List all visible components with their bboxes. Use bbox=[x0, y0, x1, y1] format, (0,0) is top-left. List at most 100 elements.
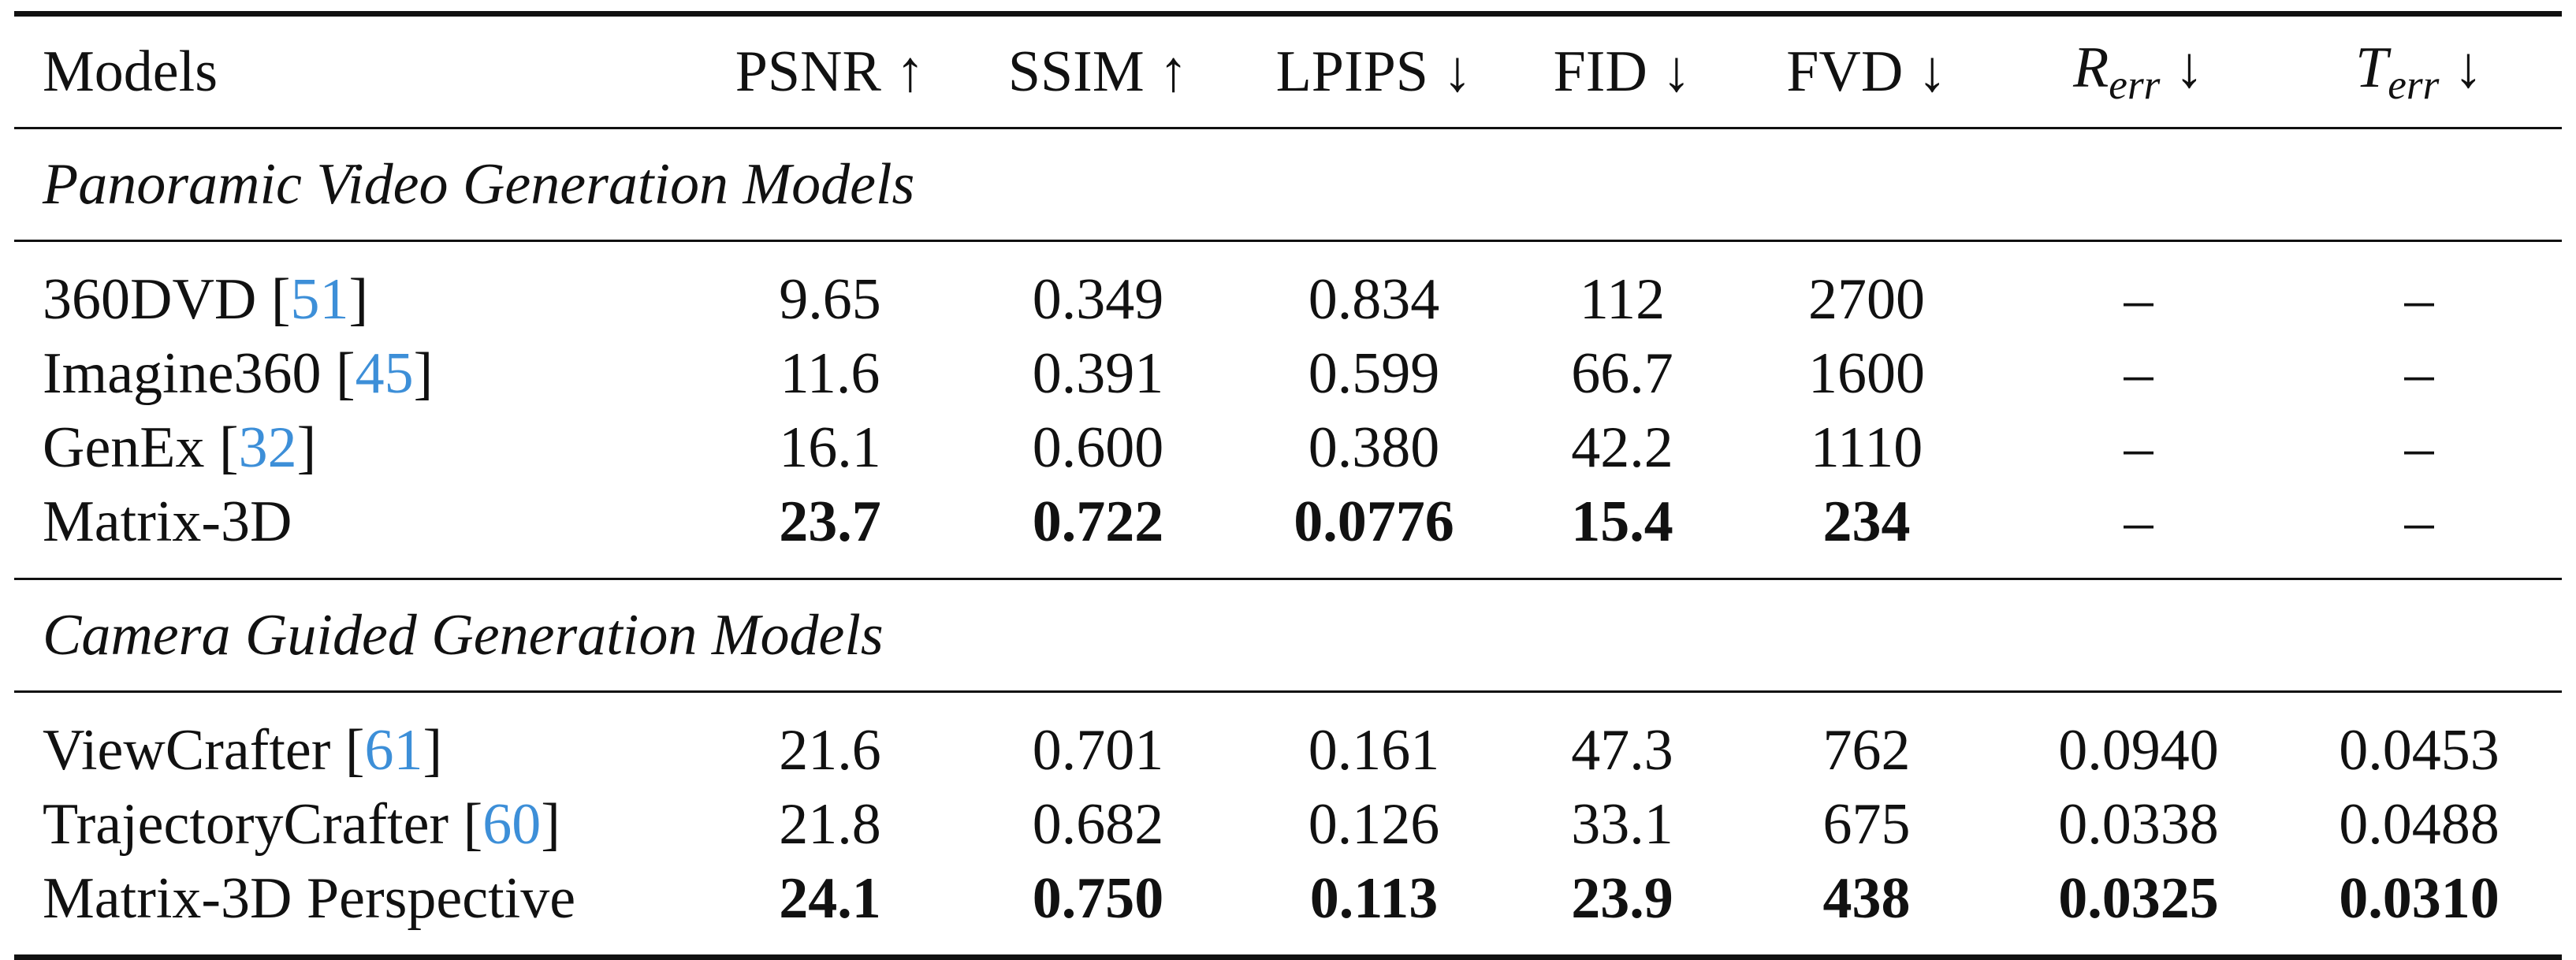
citation-link[interactable]: 32 bbox=[238, 415, 297, 480]
model-name: 360DVD bbox=[43, 266, 257, 332]
ssim-cell: 0.701 bbox=[1032, 717, 1164, 783]
group-label: Panoramic Video Generation Models bbox=[43, 151, 915, 217]
lpips-cell: 0.599 bbox=[1308, 340, 1440, 406]
psnr-cell: 21.6 bbox=[779, 717, 881, 783]
header-fid: FID ↓ bbox=[1553, 39, 1692, 104]
rerr-cell: 0.0940 bbox=[2058, 717, 2219, 783]
group-label: Camera Guided Generation Models bbox=[43, 602, 884, 668]
header-rule bbox=[14, 127, 2562, 129]
group-heading: Camera Guided Generation Models bbox=[14, 580, 2562, 690]
lpips-cell: 0.380 bbox=[1308, 415, 1440, 480]
rerr-cell: 0.0338 bbox=[2058, 791, 2219, 857]
fvd-cell: 1600 bbox=[1808, 340, 1925, 406]
header-terr: Terr ↓ bbox=[2276, 35, 2562, 109]
terr-cell: – bbox=[2404, 489, 2434, 554]
fid-cell: 42.2 bbox=[1571, 415, 1673, 480]
rerr-cell-best: 0.0325 bbox=[2058, 865, 2219, 931]
rerr-arrow: ↓ bbox=[2174, 35, 2204, 101]
model-cell: TrajectoryCrafter [60] bbox=[43, 791, 560, 857]
terr-arrow: ↓ bbox=[2453, 35, 2483, 101]
model-name: Matrix-3D bbox=[43, 489, 292, 554]
section-rule bbox=[14, 578, 2562, 580]
rerr-cell: – bbox=[2124, 415, 2153, 480]
model-cell: Imagine360 [45] bbox=[43, 340, 434, 406]
model-cell: 360DVD [51] bbox=[43, 266, 369, 332]
citation-link[interactable]: 61 bbox=[364, 717, 423, 783]
terr-base: T bbox=[2355, 35, 2388, 101]
terr-cell: – bbox=[2404, 266, 2434, 332]
model-name: GenEx bbox=[43, 415, 205, 480]
citation-link[interactable]: 60 bbox=[482, 791, 542, 857]
rerr-symbol: Rerr bbox=[2073, 35, 2160, 108]
header-fvd: FVD ↓ bbox=[1786, 39, 1947, 104]
bottom-rule bbox=[14, 954, 2562, 960]
header-row: Models PSNR ↑ SSIM ↑ LPIPS ↓ FID ↓ FVD ↓… bbox=[14, 17, 2562, 127]
psnr-cell: 16.1 bbox=[779, 415, 881, 480]
header-psnr: PSNR ↑ bbox=[735, 39, 925, 104]
rerr-cell: – bbox=[2124, 489, 2153, 554]
group-rule bbox=[14, 240, 2562, 242]
results-table: Models PSNR ↑ SSIM ↑ LPIPS ↓ FID ↓ FVD ↓… bbox=[14, 11, 2562, 960]
table-row: Imagine360 [45] 11.6 0.391 0.599 66.7 16… bbox=[14, 337, 2562, 411]
model-name: TrajectoryCrafter bbox=[43, 791, 449, 857]
fid-cell-best: 23.9 bbox=[1571, 865, 1673, 931]
table-row: TrajectoryCrafter [60] 21.8 0.682 0.126 … bbox=[14, 787, 2562, 861]
terr-cell: 0.0453 bbox=[2339, 717, 2500, 783]
lpips-cell: 0.161 bbox=[1308, 717, 1440, 783]
terr-symbol: Terr bbox=[2355, 35, 2439, 108]
header-ssim: SSIM ↑ bbox=[1007, 39, 1189, 104]
header-lpips: LPIPS ↓ bbox=[1275, 39, 1472, 104]
group-rule bbox=[14, 690, 2562, 693]
terr-cell: – bbox=[2404, 340, 2434, 406]
fvd-cell: 1110 bbox=[1810, 415, 1923, 480]
lpips-cell: 0.834 bbox=[1308, 266, 1440, 332]
fvd-cell: 675 bbox=[1822, 791, 1911, 857]
ssim-cell: 0.349 bbox=[1032, 266, 1164, 332]
ssim-cell: 0.391 bbox=[1032, 340, 1164, 406]
psnr-cell: 21.8 bbox=[779, 791, 881, 857]
psnr-cell: 9.65 bbox=[779, 266, 881, 332]
model-name: Matrix-3D Perspective bbox=[43, 865, 576, 931]
psnr-cell-best: 23.7 bbox=[779, 489, 881, 554]
rerr-base: R bbox=[2073, 35, 2109, 101]
terr-cell: – bbox=[2404, 415, 2434, 480]
table-row: Matrix-3D 23.7 0.722 0.0776 15.4 234 – – bbox=[14, 485, 2562, 559]
lpips-cell-best: 0.0776 bbox=[1294, 489, 1454, 554]
table-row: Matrix-3D Perspective 24.1 0.750 0.113 2… bbox=[14, 861, 2562, 936]
fvd-cell: 762 bbox=[1822, 717, 1911, 783]
rerr-cell: – bbox=[2124, 340, 2153, 406]
psnr-cell: 11.6 bbox=[780, 340, 880, 406]
psnr-cell-best: 24.1 bbox=[779, 865, 881, 931]
rerr-subscript: err bbox=[2109, 61, 2161, 108]
fid-cell: 47.3 bbox=[1571, 717, 1673, 783]
terr-cell-best: 0.0310 bbox=[2339, 865, 2500, 931]
table-row: GenEx [32] 16.1 0.600 0.380 42.2 1110 – … bbox=[14, 411, 2562, 485]
fvd-cell-best: 234 bbox=[1822, 489, 1911, 554]
fvd-cell: 2700 bbox=[1808, 266, 1925, 332]
citation-link[interactable]: 45 bbox=[355, 340, 414, 406]
table-row: ViewCrafter [61] 21.6 0.701 0.161 47.3 7… bbox=[14, 713, 2562, 787]
fid-cell-best: 15.4 bbox=[1571, 489, 1673, 554]
model-cell: GenEx [32] bbox=[43, 415, 317, 480]
group-heading: Panoramic Video Generation Models bbox=[14, 129, 2562, 240]
lpips-cell: 0.126 bbox=[1308, 791, 1440, 857]
model-name: Imagine360 bbox=[43, 340, 322, 406]
model-name: ViewCrafter bbox=[43, 717, 331, 783]
rerr-cell: – bbox=[2124, 266, 2153, 332]
fid-cell: 66.7 bbox=[1571, 340, 1673, 406]
ssim-cell: 0.682 bbox=[1032, 791, 1164, 857]
table-row: 360DVD [51] 9.65 0.349 0.834 112 2700 – … bbox=[14, 262, 2562, 337]
fvd-cell-best: 438 bbox=[1822, 865, 1911, 931]
header-rerr: Rerr ↓ bbox=[2001, 35, 2276, 109]
citation-link[interactable]: 51 bbox=[290, 266, 349, 332]
terr-subscript: err bbox=[2388, 61, 2440, 108]
model-cell: Matrix-3D bbox=[14, 489, 700, 556]
ssim-cell-best: 0.722 bbox=[1032, 489, 1164, 554]
ssim-cell: 0.600 bbox=[1032, 415, 1164, 480]
header-models: Models bbox=[43, 39, 218, 104]
top-rule bbox=[14, 11, 2562, 17]
fid-cell: 112 bbox=[1579, 266, 1666, 332]
model-cell: ViewCrafter [61] bbox=[43, 717, 443, 783]
ssim-cell-best: 0.750 bbox=[1032, 865, 1164, 931]
terr-cell: 0.0488 bbox=[2339, 791, 2500, 857]
